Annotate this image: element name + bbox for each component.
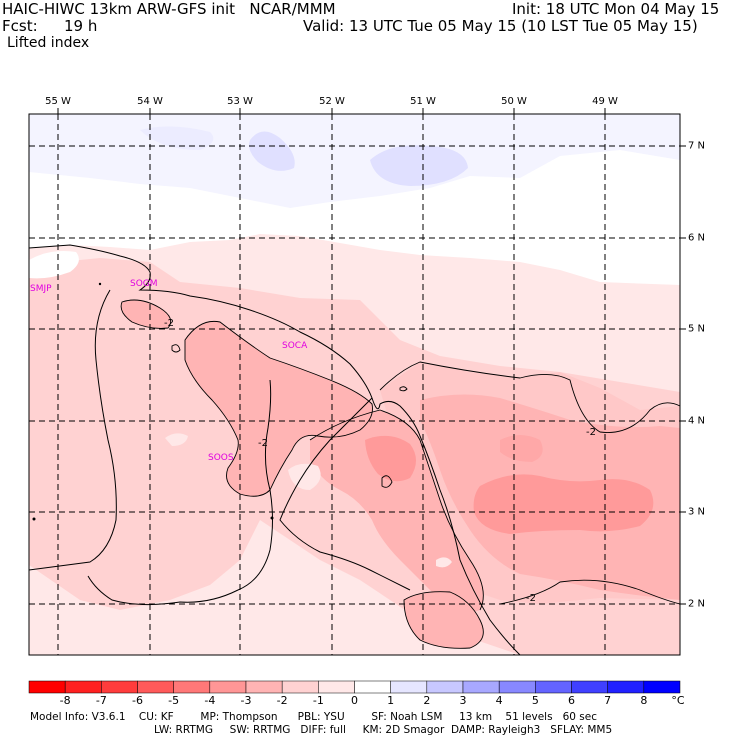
colorbar-swatch xyxy=(607,680,645,694)
contour-small-loop-1 xyxy=(381,475,393,488)
colorbar-tick-label: -5 xyxy=(168,694,180,707)
colorbar-tick-label: -3 xyxy=(240,694,252,707)
contour-minus2-sogm xyxy=(120,299,172,329)
positive-li-patch-3 xyxy=(140,126,214,150)
header-init: Init: 18 UTC Mon 04 May 15 xyxy=(512,0,720,18)
colorbar-swatch xyxy=(101,680,138,694)
contour-label-2: -2 xyxy=(258,438,268,449)
colorbar-tick-label: 6 xyxy=(568,694,575,707)
station-dot-west xyxy=(32,517,36,521)
station-label-soca: SOCA xyxy=(282,341,308,351)
colorbar-tick-label: -2 xyxy=(276,694,288,707)
contour-minus2-central xyxy=(309,409,484,611)
lon-label-52w: 52 W xyxy=(319,96,345,107)
lat-label-3n: 3 N xyxy=(688,506,706,518)
colorbar-swatch xyxy=(245,680,283,694)
colorbar-tick-label: 3 xyxy=(459,694,467,707)
header-valid: Valid: 13 UTC Tue 05 May 15 (10 LST Tue … xyxy=(303,17,698,35)
contour-minus2-se xyxy=(499,579,680,605)
colorbar-tick-label: -6 xyxy=(132,694,143,707)
colorbar-swatch xyxy=(535,680,572,694)
station-dot-sm xyxy=(270,516,274,520)
border-french-guiana xyxy=(87,379,273,606)
lat-label-5n: 5 N xyxy=(688,323,706,335)
border-suriname-guyana xyxy=(29,289,117,571)
lon-label-53w: 53 W xyxy=(227,96,253,107)
colorbar-swatch xyxy=(462,680,500,694)
header-fcst-label: Fcst: xyxy=(2,17,38,35)
contour-minus2-coastal xyxy=(184,320,373,497)
coastline xyxy=(29,244,521,655)
colorbar-tick-label: 7 xyxy=(604,694,612,707)
colorbar-tick-label: -1 xyxy=(312,694,324,707)
colorbar-swatch xyxy=(209,680,247,694)
lat-label-4n: 4 N xyxy=(688,415,706,427)
colorbar-swatch xyxy=(173,680,211,694)
contour-label-1: -2 xyxy=(164,318,174,329)
colorbar-tick-label: 5 xyxy=(531,694,539,707)
colorbar-swatch xyxy=(426,680,464,694)
station-label-smjp: SMJP xyxy=(30,284,52,294)
border-brazil xyxy=(279,397,411,591)
colorbar-tick-label: 8 xyxy=(640,694,648,707)
li-minus2-southern xyxy=(404,591,484,649)
station-label-soos: SOOS xyxy=(208,453,234,463)
header-fcst-value: 19 h xyxy=(64,17,98,35)
colorbar-swatch xyxy=(390,680,428,694)
colorbar-swatch xyxy=(354,680,391,694)
lat-label-7n: 7 N xyxy=(688,140,706,152)
colorbar-swatch xyxy=(571,680,608,694)
station-dot-north xyxy=(98,282,102,286)
station-label-sogm: SOGM xyxy=(130,279,158,289)
li-minus2-coastal xyxy=(185,321,373,497)
positive-li-patch-2 xyxy=(370,145,468,186)
lon-label-54w: 54 W xyxy=(137,96,163,107)
li-minus3-pocket-1 xyxy=(365,435,416,482)
positive-li-patch-1 xyxy=(249,131,295,171)
lat-label-6n: 6 N xyxy=(688,232,706,244)
li-light-patch-2 xyxy=(288,463,321,490)
colorbar-swatch xyxy=(318,680,355,694)
colorbar-tick-label: -8 xyxy=(59,694,71,707)
li-light-patch-4 xyxy=(29,251,79,279)
colorbar xyxy=(28,680,681,694)
colorbar-tick-label: 0 xyxy=(351,694,358,707)
colorbar-swatch xyxy=(281,680,319,694)
colorbar-tick-label: -7 xyxy=(95,694,107,707)
colorbar-swatch xyxy=(498,680,536,694)
colorbar-swatch xyxy=(28,680,66,694)
li-light-patch-3 xyxy=(436,557,452,568)
colorbar-swatch xyxy=(137,680,174,694)
colorbar-swatch xyxy=(643,680,681,694)
contour-label-4: -2 xyxy=(526,593,536,604)
lon-label-50w: 50 W xyxy=(501,96,527,107)
contour-label-3: -2 xyxy=(586,427,596,438)
colorbar-unit: °C xyxy=(671,694,685,707)
colorbar-tick-label: 1 xyxy=(387,694,395,707)
lon-label-55w: 55 W xyxy=(45,96,71,107)
header-title: HAIC-HIWC 13km ARW-GFS init NCAR/MMM xyxy=(2,0,336,18)
map-frame xyxy=(28,113,681,656)
colorbar-tick-label: -4 xyxy=(204,694,216,707)
lon-label-51w: 51 W xyxy=(410,96,436,107)
model-info-line1: Model Info: V3.6.1 CU: KF MP: Thompson P… xyxy=(30,711,597,723)
li-minus3-pocket-3 xyxy=(500,435,543,462)
lat-label-2n: 2 N xyxy=(688,598,706,610)
colorbar-tick-label: 2 xyxy=(423,694,431,707)
contour-minus2-south xyxy=(403,591,484,649)
colorbar-tick-label: 4 xyxy=(495,694,503,707)
field-name: Lifted index xyxy=(7,35,90,51)
contour-minus2-east xyxy=(379,361,680,433)
contour-small-loop-3 xyxy=(399,386,408,392)
colorbar-swatch xyxy=(64,680,102,694)
model-info-line2: LW: RRTMG SW: RRTMG DIFF: full KM: 2D Sm… xyxy=(154,724,613,736)
li-light-patch-1 xyxy=(165,433,188,446)
li-minus3-pocket-2 xyxy=(473,474,654,534)
contour-small-loop-2 xyxy=(171,344,181,353)
lon-label-49w: 49 W xyxy=(592,96,618,107)
